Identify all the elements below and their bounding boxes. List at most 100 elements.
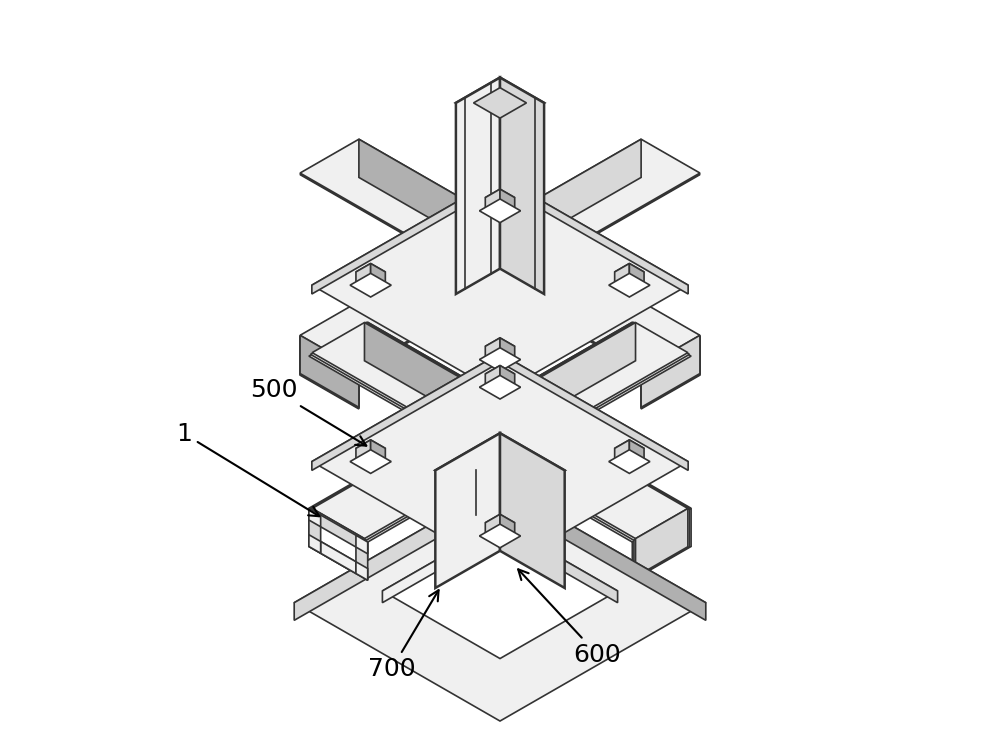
Polygon shape xyxy=(311,509,366,578)
Polygon shape xyxy=(485,338,515,355)
Polygon shape xyxy=(435,433,565,508)
Polygon shape xyxy=(634,509,689,578)
Polygon shape xyxy=(479,376,521,399)
Polygon shape xyxy=(458,323,689,456)
Polygon shape xyxy=(641,336,700,408)
Polygon shape xyxy=(356,535,368,554)
Polygon shape xyxy=(441,437,476,510)
Polygon shape xyxy=(609,450,650,473)
Text: 600: 600 xyxy=(518,570,621,667)
Polygon shape xyxy=(459,323,688,454)
Polygon shape xyxy=(321,527,356,562)
Polygon shape xyxy=(294,484,500,620)
Polygon shape xyxy=(459,139,700,278)
Polygon shape xyxy=(382,523,618,659)
Polygon shape xyxy=(300,335,359,407)
Polygon shape xyxy=(311,407,542,540)
Polygon shape xyxy=(311,323,542,456)
Polygon shape xyxy=(309,509,321,527)
Polygon shape xyxy=(629,264,644,285)
Polygon shape xyxy=(321,542,356,573)
Polygon shape xyxy=(300,337,359,409)
Polygon shape xyxy=(456,323,632,462)
Polygon shape xyxy=(312,509,364,577)
Polygon shape xyxy=(359,141,544,286)
Polygon shape xyxy=(350,450,391,473)
Polygon shape xyxy=(456,141,700,282)
Polygon shape xyxy=(300,139,541,278)
Polygon shape xyxy=(371,264,385,285)
Polygon shape xyxy=(300,140,542,279)
Polygon shape xyxy=(359,139,541,282)
Polygon shape xyxy=(300,231,541,369)
Polygon shape xyxy=(458,323,634,462)
Polygon shape xyxy=(500,484,706,620)
Polygon shape xyxy=(485,514,500,536)
Text: 1: 1 xyxy=(177,422,319,516)
Polygon shape xyxy=(629,440,644,462)
Polygon shape xyxy=(300,231,544,370)
Polygon shape xyxy=(459,323,636,462)
Polygon shape xyxy=(458,140,700,279)
Polygon shape xyxy=(312,177,500,294)
Polygon shape xyxy=(309,509,368,581)
Polygon shape xyxy=(500,354,688,470)
Polygon shape xyxy=(364,323,541,462)
Polygon shape xyxy=(485,365,500,387)
Polygon shape xyxy=(459,407,688,539)
Polygon shape xyxy=(485,189,515,206)
Polygon shape xyxy=(485,338,500,359)
Polygon shape xyxy=(382,523,500,603)
Polygon shape xyxy=(479,348,521,371)
Polygon shape xyxy=(609,273,650,297)
Polygon shape xyxy=(366,323,542,462)
Polygon shape xyxy=(312,407,541,539)
Polygon shape xyxy=(371,440,385,462)
Polygon shape xyxy=(479,524,521,548)
Polygon shape xyxy=(312,354,500,470)
Polygon shape xyxy=(500,78,544,294)
Polygon shape xyxy=(500,523,618,603)
Polygon shape xyxy=(435,433,500,588)
Polygon shape xyxy=(309,535,321,553)
Polygon shape xyxy=(456,407,691,542)
Polygon shape xyxy=(456,78,544,128)
Polygon shape xyxy=(441,484,476,578)
Polygon shape xyxy=(500,177,688,294)
Polygon shape xyxy=(458,140,641,284)
Polygon shape xyxy=(459,139,641,282)
Polygon shape xyxy=(524,437,559,510)
Polygon shape xyxy=(456,141,641,286)
Polygon shape xyxy=(456,78,500,294)
Polygon shape xyxy=(474,87,526,118)
Polygon shape xyxy=(356,440,385,457)
Polygon shape xyxy=(312,323,541,454)
Polygon shape xyxy=(368,323,544,462)
Polygon shape xyxy=(632,509,691,581)
Polygon shape xyxy=(300,231,542,370)
Polygon shape xyxy=(458,231,700,370)
Polygon shape xyxy=(312,177,688,393)
Polygon shape xyxy=(309,407,544,542)
Polygon shape xyxy=(500,433,565,588)
Polygon shape xyxy=(456,323,691,457)
Polygon shape xyxy=(300,141,544,282)
Polygon shape xyxy=(615,264,644,281)
Polygon shape xyxy=(458,407,689,540)
Polygon shape xyxy=(500,189,515,211)
Polygon shape xyxy=(356,440,371,462)
Polygon shape xyxy=(485,189,500,211)
Polygon shape xyxy=(485,514,515,531)
Polygon shape xyxy=(350,273,391,297)
Polygon shape xyxy=(615,264,629,285)
Polygon shape xyxy=(500,338,515,359)
Polygon shape xyxy=(309,323,544,457)
Polygon shape xyxy=(356,264,371,285)
Text: 700: 700 xyxy=(368,590,439,681)
Polygon shape xyxy=(456,231,700,370)
Polygon shape xyxy=(312,354,688,570)
Polygon shape xyxy=(479,199,521,223)
Polygon shape xyxy=(636,509,688,577)
Polygon shape xyxy=(500,365,515,387)
Polygon shape xyxy=(485,365,515,382)
